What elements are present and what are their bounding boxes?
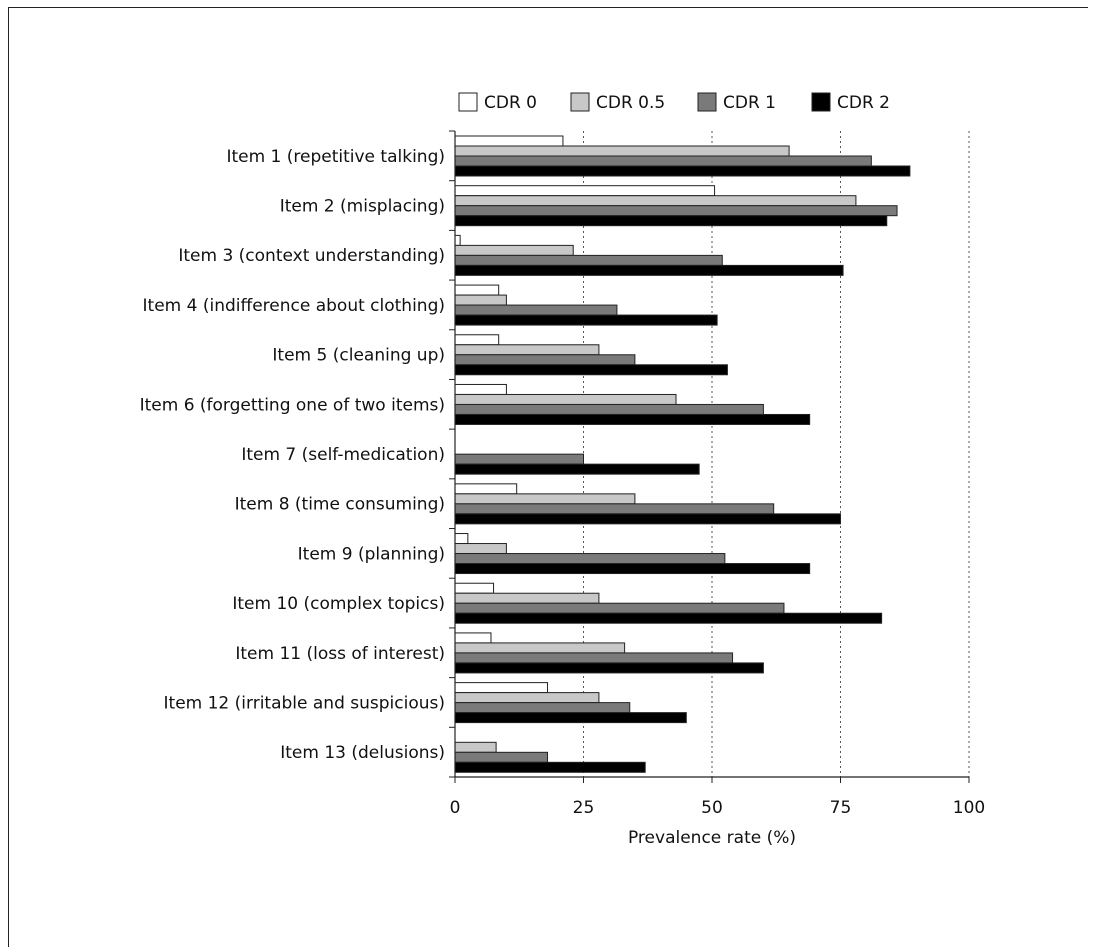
bar xyxy=(455,593,599,603)
bar xyxy=(455,693,599,703)
bar xyxy=(455,713,686,723)
category-labels: Item 1 (repetitive talking) Item 2 (mispl… xyxy=(140,147,445,763)
bar xyxy=(455,146,789,156)
bar xyxy=(455,613,882,623)
category-label: Item 6 (forgetting one of two items) xyxy=(140,395,445,415)
gridlines xyxy=(584,131,970,777)
x-tick-label: 25 xyxy=(573,798,595,818)
x-tick-label: 0 xyxy=(450,798,461,818)
bar xyxy=(455,156,871,166)
legend-label: CDR 2 xyxy=(837,93,890,113)
category-label: Item 10 (complex topics) xyxy=(232,594,445,614)
category-label: Item 4 (indifference about clothing) xyxy=(143,296,445,316)
bar xyxy=(455,355,635,365)
bar xyxy=(455,245,573,255)
bar xyxy=(455,365,727,375)
bar xyxy=(455,653,733,663)
legend-item: CDR 0.5 xyxy=(571,93,665,113)
bar xyxy=(455,683,548,693)
category-label: Item 8 (time consuming) xyxy=(235,495,445,515)
bar xyxy=(455,235,460,245)
category-label: Item 9 (planning) xyxy=(298,544,445,564)
bar xyxy=(455,305,617,315)
bar xyxy=(455,703,630,713)
legend-swatch xyxy=(571,93,589,111)
bar xyxy=(455,335,499,345)
bar xyxy=(455,255,722,265)
bars xyxy=(455,136,910,772)
bar xyxy=(455,404,763,414)
bar xyxy=(455,762,645,772)
bar xyxy=(455,514,841,524)
bar xyxy=(455,196,856,206)
x-tick-label: 75 xyxy=(830,798,852,818)
bar xyxy=(455,454,584,464)
bar xyxy=(455,394,676,404)
legend-label: CDR 1 xyxy=(723,93,776,113)
bar xyxy=(455,494,635,504)
category-label: Item 7 (self-medication) xyxy=(241,445,445,465)
bar xyxy=(455,663,763,673)
legend-item: CDR 0 xyxy=(459,93,537,113)
bar xyxy=(455,414,810,424)
category-label: Item 13 (delusions) xyxy=(280,743,445,763)
category-label: Item 2 (misplacing) xyxy=(280,197,445,217)
bar xyxy=(455,484,517,494)
bar xyxy=(455,554,725,564)
bar xyxy=(455,544,506,554)
legend-swatch xyxy=(812,93,830,111)
x-tick-label: 100 xyxy=(953,798,985,818)
bar xyxy=(455,752,548,762)
bar xyxy=(455,186,715,196)
legend-swatch xyxy=(698,93,716,111)
legend-item: CDR 1 xyxy=(698,93,776,113)
bar xyxy=(455,534,468,544)
legend-item: CDR 2 xyxy=(812,93,890,113)
bar xyxy=(455,583,494,593)
legend-label: CDR 0 xyxy=(484,93,537,113)
bar xyxy=(455,504,774,514)
category-label: Item 11 (loss of interest) xyxy=(235,644,445,664)
bar xyxy=(455,345,599,355)
bar xyxy=(455,742,496,752)
category-label: Item 5 (cleaning up) xyxy=(272,346,445,366)
bar xyxy=(455,136,563,146)
bar xyxy=(455,384,506,394)
bar xyxy=(455,315,717,325)
bar xyxy=(455,216,887,226)
bar xyxy=(455,464,699,474)
bar xyxy=(455,206,897,216)
category-label: Item 3 (context understanding) xyxy=(178,246,445,266)
bar xyxy=(455,633,491,643)
bar xyxy=(455,265,843,275)
x-tick-label: 50 xyxy=(701,798,723,818)
bar xyxy=(455,643,625,653)
x-axis-title: Prevalence rate (%) xyxy=(628,828,796,848)
bar xyxy=(455,295,506,305)
category-label: Item 1 (repetitive talking) xyxy=(226,147,445,167)
bar xyxy=(455,564,810,574)
legend: CDR 0 CDR 0.5 CDR 1 CDR 2 xyxy=(459,93,890,113)
category-label: Item 12 (irritable and suspicious) xyxy=(164,693,445,713)
bar xyxy=(455,285,499,295)
legend-swatch xyxy=(459,93,477,111)
bar xyxy=(455,603,784,613)
bar xyxy=(455,166,910,176)
legend-label: CDR 0.5 xyxy=(596,93,665,113)
